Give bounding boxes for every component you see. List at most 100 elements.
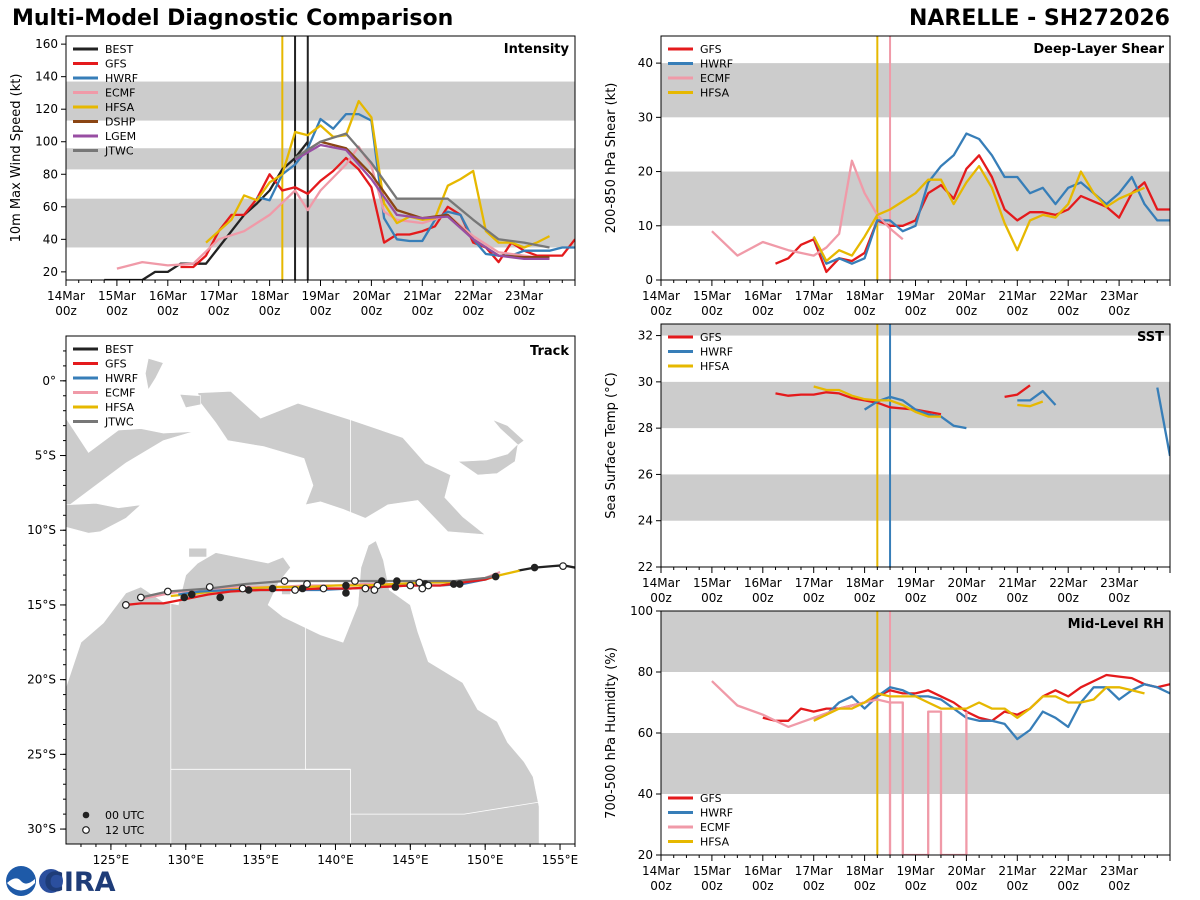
ytick-label: 24 xyxy=(638,514,653,528)
track-point-12utc xyxy=(319,584,328,593)
plot-area-intensity xyxy=(66,36,575,280)
band-1 xyxy=(661,611,1170,672)
panel-sst: 22242628303214Mar00z15Mar00z16Mar00z17Ma… xyxy=(604,323,1171,605)
y-axis-label: 200-850 hPa Shear (kt) xyxy=(604,83,619,234)
series-jtwc xyxy=(294,132,550,249)
xtick-label: 21Mar xyxy=(998,864,1036,878)
track-point-12utc xyxy=(370,586,379,594)
track-point-00utc xyxy=(187,590,196,599)
track-point-12utc xyxy=(136,593,145,602)
xtick-sublabel: 00z xyxy=(803,304,825,318)
logo-text: CIRA xyxy=(44,867,116,898)
panel-intensity: 2040608010012014016014Mar00z15Mar00z16Ma… xyxy=(9,35,576,318)
xtick-sublabel: 00z xyxy=(956,879,978,893)
ytick-label: 60 xyxy=(43,200,58,214)
xtick-label: 21Mar xyxy=(403,289,441,303)
xtick-sublabel: 00z xyxy=(956,591,978,605)
xtick-label: 23Mar xyxy=(1100,576,1138,590)
ytick-label: 10°S xyxy=(27,523,56,537)
legend-label-12utc: 12 UTC xyxy=(105,824,145,837)
panel-title: Mid-Level RH xyxy=(1068,617,1164,632)
legend-label-hfsa: HFSA xyxy=(700,87,730,100)
track-point-12utc xyxy=(418,584,427,593)
legend-label-gfs: GFS xyxy=(105,58,127,71)
ytick-label: 26 xyxy=(638,467,653,481)
legend-label-gfs: GFS xyxy=(700,331,722,344)
xtick-label: 14Mar xyxy=(642,864,680,878)
main-title: Multi-Model Diagnostic Comparison xyxy=(12,6,454,31)
y-axis-label: Sea Surface Temp (°C) xyxy=(604,372,619,519)
series-hfsa xyxy=(813,385,941,418)
legend-label-jtwc: JTWC xyxy=(104,416,134,429)
xtick-sublabel: 00z xyxy=(1057,591,1079,605)
xtick-label: 135°E xyxy=(242,853,279,867)
legend-label-hwrf: HWRF xyxy=(700,58,733,71)
legend-marker-00utc xyxy=(82,811,90,819)
xtick-label: 22Mar xyxy=(1049,576,1087,590)
ytick-label: 10 xyxy=(638,219,653,233)
panel-title: Deep-Layer Shear xyxy=(1033,42,1164,57)
xtick-label: 19Mar xyxy=(897,576,935,590)
track-point-00utc xyxy=(268,584,277,593)
series-hwrf xyxy=(812,132,1170,265)
land-new-ireland xyxy=(492,419,525,446)
track-point-00utc xyxy=(180,593,189,602)
y-axis-label: 10m Max Wind Speed (kt) xyxy=(9,74,24,243)
xtick-label: 125°E xyxy=(93,853,130,867)
xtick-label: 16Mar xyxy=(744,864,782,878)
xtick-sublabel: 00z xyxy=(1108,591,1130,605)
panel-title: Track xyxy=(530,344,569,359)
band-0 xyxy=(66,198,575,248)
cira-logo: CIRA xyxy=(6,866,116,898)
ytick-label: 80 xyxy=(43,167,58,181)
xtick-sublabel: 00z xyxy=(701,879,723,893)
xtick-label: 16Mar xyxy=(744,576,782,590)
axes-frame xyxy=(660,323,1171,568)
track-point-00utc xyxy=(530,563,539,572)
xtick-sublabel: 00z xyxy=(650,879,672,893)
legend-label-00utc: 00 UTC xyxy=(105,809,145,822)
ytick-label: 25°S xyxy=(27,747,56,761)
track-point-00utc xyxy=(378,577,386,585)
xtick-sublabel: 00z xyxy=(208,304,230,318)
ytick-label: 0 xyxy=(645,273,653,287)
xtick-sublabel: 00z xyxy=(854,304,876,318)
map-area xyxy=(66,358,575,844)
xtick-sublabel: 00z xyxy=(650,591,672,605)
xtick-sublabel: 00z xyxy=(701,304,723,318)
xtick-label: 19Mar xyxy=(897,864,935,878)
xtick-label: 15Mar xyxy=(98,289,136,303)
panel-track: 125°E 130°E 135°E 140°E 145°E 150°E 155°E 0° 5°S… xyxy=(27,335,578,867)
legend-label-ecmf: ECMF xyxy=(105,387,135,400)
series-ecmf xyxy=(711,680,968,855)
plot-area-rh xyxy=(661,611,1170,855)
ytick-label: 30°S xyxy=(27,822,56,836)
y-axis-label: 700-500 hPa Humidity (%) xyxy=(604,647,619,819)
series-hwrf xyxy=(256,112,575,257)
xtick-sublabel: 00z xyxy=(1057,879,1079,893)
series-hwrf xyxy=(1156,387,1170,457)
track-point-12utc xyxy=(121,601,130,609)
xtick-label: 18Mar xyxy=(251,289,289,303)
xtick-label: 19Mar xyxy=(897,289,935,303)
plot-area-sst xyxy=(661,324,1170,567)
band-2 xyxy=(66,81,575,121)
series-lgem xyxy=(294,143,550,261)
legend-label-lgem: LGEM xyxy=(105,130,136,143)
ytick-label: 40 xyxy=(638,787,653,801)
xtick-sublabel: 00z xyxy=(854,879,876,893)
xtick-label: 16Mar xyxy=(149,289,187,303)
xtick-label: 15Mar xyxy=(693,864,731,878)
xtick-label: 19Mar xyxy=(302,289,340,303)
track-point-12utc xyxy=(361,584,370,593)
xtick-label: 23Mar xyxy=(1100,289,1138,303)
legend-label-best: BEST xyxy=(105,343,133,356)
track-point-12utc xyxy=(291,586,299,594)
track-point-00utc xyxy=(393,577,401,585)
xtick-label: 20Mar xyxy=(947,864,985,878)
xtick-sublabel: 00z xyxy=(310,304,332,318)
xtick-label: 20Mar xyxy=(947,576,985,590)
xtick-sublabel: 00z xyxy=(1108,879,1130,893)
border-qld xyxy=(305,625,540,815)
